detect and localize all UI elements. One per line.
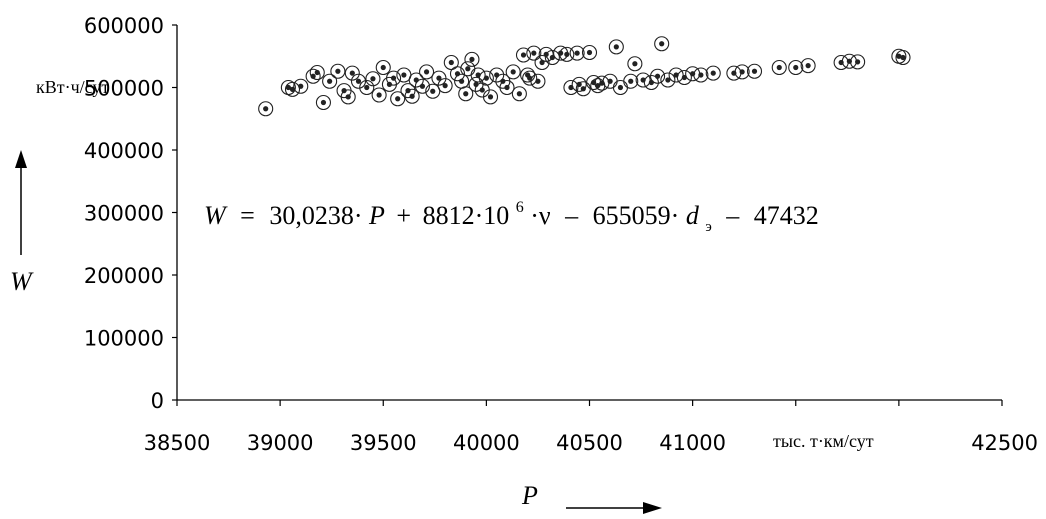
data-point bbox=[315, 94, 331, 111]
data-point bbox=[544, 49, 560, 66]
data-point bbox=[365, 71, 381, 87]
eq-W: W bbox=[204, 201, 228, 230]
data-point bbox=[800, 58, 816, 74]
y-unit-label: кВт·ч/сут bbox=[36, 77, 109, 97]
data-point bbox=[746, 63, 763, 79]
eq-exponent: 6 bbox=[516, 199, 524, 216]
data-point bbox=[515, 47, 532, 63]
eq-d: d bbox=[686, 201, 700, 230]
data-point bbox=[676, 69, 692, 86]
data-point bbox=[522, 70, 538, 86]
data-point bbox=[309, 64, 325, 81]
data-point bbox=[850, 54, 866, 70]
y-arrow-head bbox=[15, 150, 27, 168]
data-point bbox=[526, 45, 542, 61]
data-point bbox=[425, 83, 441, 99]
data-point bbox=[330, 63, 346, 79]
data-point bbox=[581, 44, 598, 61]
data-point bbox=[511, 86, 527, 102]
data-point bbox=[563, 79, 579, 96]
data-point bbox=[559, 46, 575, 62]
y-tick-label: 300000 bbox=[84, 202, 164, 226]
data-point bbox=[293, 78, 309, 94]
eq-coef-p: 30,0238· bbox=[269, 201, 362, 230]
data-point bbox=[654, 36, 670, 52]
x-axis-title: P bbox=[521, 481, 538, 510]
data-point bbox=[705, 65, 721, 81]
x-tick-label: 42500 bbox=[971, 431, 1038, 455]
data-point bbox=[660, 72, 676, 88]
data-point bbox=[575, 81, 591, 97]
data-point bbox=[771, 59, 787, 76]
data-point bbox=[458, 86, 474, 102]
data-point bbox=[650, 68, 666, 84]
data-point bbox=[623, 73, 639, 89]
data-point bbox=[478, 70, 494, 86]
axis-ticks: 0 100000 200000 300000 400000 500000 600000 385… bbox=[84, 14, 1038, 455]
x-tick-label: 40000 bbox=[453, 431, 520, 455]
eq-coef-d: 655059· bbox=[593, 201, 680, 230]
y-tick-label: 400000 bbox=[84, 139, 164, 163]
x-tick-label: 39000 bbox=[247, 431, 314, 455]
data-point bbox=[571, 76, 587, 92]
eq-equals: = bbox=[240, 201, 255, 230]
data-point bbox=[499, 79, 515, 96]
data-point bbox=[340, 89, 356, 105]
y-tick-label: 0 bbox=[151, 389, 164, 413]
eq-subscript: э bbox=[705, 219, 711, 235]
eq-nu: ·ν bbox=[530, 201, 551, 230]
data-point bbox=[404, 88, 420, 104]
data-point bbox=[734, 64, 750, 80]
data-point bbox=[788, 59, 804, 76]
data-point bbox=[419, 64, 435, 80]
data-point bbox=[322, 73, 338, 89]
data-point bbox=[350, 73, 367, 89]
eq-minus-2: – bbox=[725, 201, 740, 230]
y-tick-label: 200000 bbox=[84, 264, 164, 288]
data-point bbox=[602, 73, 618, 89]
x-tick-label: 39500 bbox=[350, 431, 417, 455]
data-point bbox=[594, 75, 610, 91]
data-point bbox=[258, 101, 274, 117]
data-point bbox=[693, 67, 709, 83]
data-point bbox=[895, 49, 911, 66]
eq-P: P bbox=[368, 201, 385, 230]
eq-plus: + bbox=[396, 201, 411, 230]
x-unit-label: тыс. т·км/сут bbox=[773, 431, 874, 451]
data-point bbox=[464, 51, 480, 67]
x-tick-label: 40500 bbox=[556, 431, 623, 455]
x-arrow-head bbox=[643, 502, 662, 514]
data-point bbox=[437, 78, 453, 94]
data-point bbox=[530, 73, 546, 89]
y-tick-label: 100000 bbox=[84, 327, 164, 351]
data-point bbox=[569, 45, 585, 61]
data-point bbox=[612, 79, 628, 96]
data-point bbox=[414, 78, 430, 94]
eq-minus-1: – bbox=[564, 201, 579, 230]
y-axis-title: W bbox=[10, 267, 34, 296]
data-point bbox=[470, 67, 486, 83]
regression-equation: W = 30,0238· P + 8812·10 6 ·ν – 655059· … bbox=[204, 189, 819, 237]
data-point bbox=[359, 79, 375, 96]
data-points bbox=[258, 36, 911, 117]
data-point bbox=[505, 64, 521, 80]
data-point bbox=[386, 70, 402, 86]
data-point bbox=[344, 65, 360, 81]
data-point bbox=[375, 59, 391, 76]
eq-coef-v: 8812·10 bbox=[423, 201, 510, 230]
data-point bbox=[608, 39, 624, 55]
eq-constant: 47432 bbox=[754, 201, 819, 230]
x-tick-label: 41000 bbox=[659, 431, 726, 455]
data-point bbox=[482, 89, 499, 105]
data-point bbox=[390, 91, 406, 107]
x-tick-label: 38500 bbox=[144, 431, 211, 455]
y-tick-label: 600000 bbox=[84, 14, 164, 38]
data-point bbox=[627, 56, 643, 72]
data-point bbox=[371, 87, 387, 103]
data-point bbox=[668, 67, 684, 83]
y-tick-label: 500000 bbox=[84, 77, 164, 101]
data-point bbox=[635, 72, 651, 88]
